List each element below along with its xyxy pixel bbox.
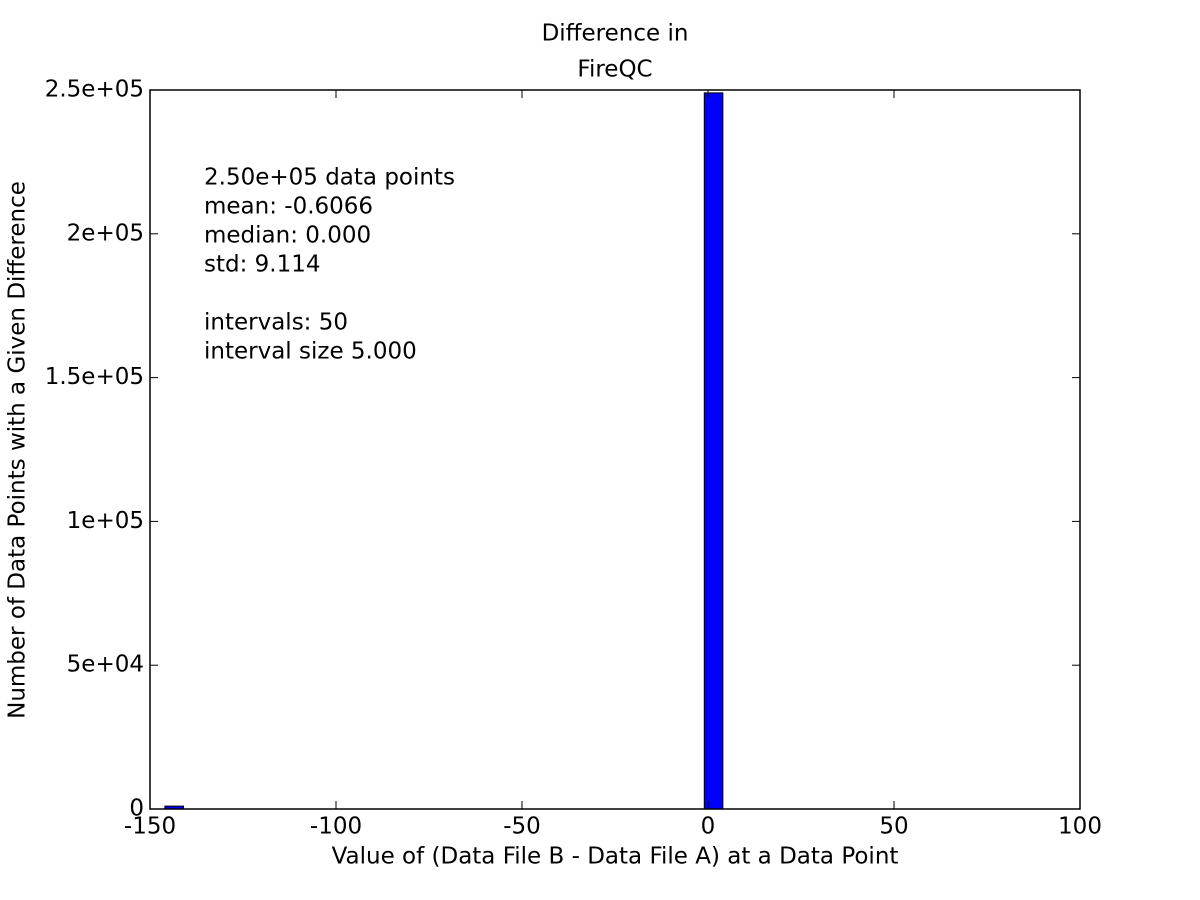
x-axis-label: Value of (Data File B - Data File A) at … <box>332 844 899 870</box>
y-axis-label: Number of Data Points with a Given Diffe… <box>5 181 31 719</box>
stats-annotation: std: 9.114 <box>204 252 321 278</box>
stats-annotation: mean: -0.6066 <box>204 194 373 220</box>
x-tick-label: 50 <box>879 814 908 840</box>
stats-annotation: intervals: 50 <box>204 310 348 336</box>
bar <box>703 92 724 809</box>
x-tick-label: -100 <box>310 814 362 840</box>
y-tick-label: 1.5e+05 <box>45 364 144 390</box>
y-tick-label: 5e+04 <box>67 652 144 678</box>
y-tick-label: 2e+05 <box>67 220 144 246</box>
chart-title: Difference in <box>542 21 689 47</box>
stats-annotation: median: 0.000 <box>204 223 371 249</box>
chart-title: FireQC <box>577 57 652 83</box>
stats-annotation: 2.50e+05 data points <box>204 165 455 191</box>
stats-annotation: interval size 5.000 <box>204 339 417 365</box>
x-tick-label: 0 <box>701 814 716 840</box>
y-tick-label: 0 <box>129 796 144 822</box>
bars <box>164 92 724 809</box>
bar <box>164 805 184 809</box>
plot-frame <box>149 89 1081 810</box>
y-tick-label: 1e+05 <box>67 508 144 534</box>
x-tick-label: -150 <box>124 814 176 840</box>
y-tick-label: 2.5e+05 <box>45 77 144 103</box>
x-tick-label: 100 <box>1058 814 1102 840</box>
x-tick-label: -50 <box>503 814 541 840</box>
